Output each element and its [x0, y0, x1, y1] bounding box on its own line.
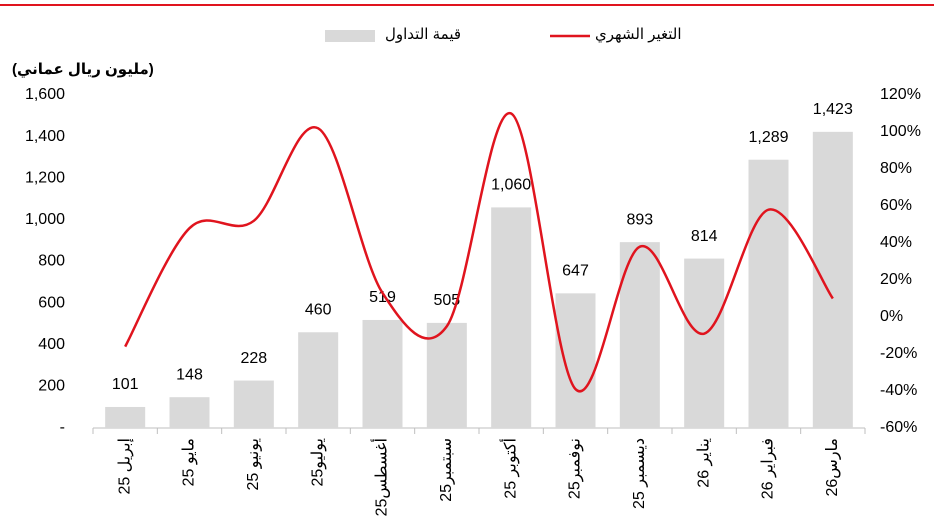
x-tick-label: فبراير 26 [760, 438, 778, 499]
legend-label: التغير الشهري [595, 26, 682, 44]
data-label: 505 [433, 292, 460, 309]
data-label: 647 [562, 263, 589, 280]
bar [748, 159, 789, 428]
x-tick-label: أكتوبر 25 [499, 438, 520, 499]
y-tick-label: 800 [38, 253, 65, 270]
x-tick-label: مارس26 [824, 438, 842, 497]
y2-tick-label: 100% [880, 123, 921, 140]
x-tick-label: مايو 25 [181, 438, 199, 486]
data-label: 148 [176, 366, 203, 383]
bar [555, 293, 596, 428]
data-label: 1,423 [813, 101, 853, 118]
y-tick-label: 1,200 [25, 169, 65, 186]
y2-tick-label: 40% [880, 234, 912, 251]
data-label: 1,289 [748, 129, 788, 146]
x-tick-label: ديسمبر 25 [631, 438, 649, 509]
line [124, 112, 834, 393]
data-label: 101 [112, 376, 139, 393]
y-tick-label: 400 [38, 336, 65, 353]
data-label: 814 [691, 228, 718, 245]
bar [169, 397, 210, 428]
bar [426, 322, 467, 428]
bar [362, 319, 403, 428]
y2-tick-label: 20% [880, 271, 912, 288]
data-label: 228 [240, 350, 267, 367]
data-label: 460 [305, 301, 332, 318]
data-label: 1,060 [491, 177, 531, 194]
bar [491, 207, 532, 428]
x-tick-label: نوفمبر25 [567, 438, 585, 499]
y-tick-label: 200 [38, 378, 65, 395]
legend-swatch [325, 30, 375, 42]
bar [298, 332, 339, 428]
y2-tick-label: 60% [880, 197, 912, 214]
y2-tick-label: 80% [880, 160, 912, 177]
y-tick-label: 1,600 [25, 86, 65, 103]
x-tick-label: يوليو25 [309, 438, 327, 486]
y-tick-label: 1,000 [25, 211, 65, 228]
x-tick-label: يونيو 25 [245, 438, 263, 491]
y2-tick-label: -60% [880, 419, 917, 436]
y2-tick-label: -20% [880, 345, 917, 362]
data-label: 893 [626, 211, 653, 228]
x-tick-label: أغسطس25 [371, 438, 392, 516]
x-tick-label: إبريل 25 [116, 438, 134, 495]
bar [684, 258, 725, 428]
y-tick-label: 1,400 [25, 128, 65, 145]
bar [233, 380, 274, 428]
y-tick-label: 600 [38, 294, 65, 311]
y2-tick-label: 120% [880, 86, 921, 103]
y2-tick-label: 0% [880, 308, 903, 325]
y-tick-label: - [60, 419, 65, 436]
x-tick-label: سبتمبر25 [438, 438, 456, 502]
bar [105, 406, 146, 428]
bar [812, 131, 853, 428]
y-axis-label: (مليون ريال عماني) [12, 61, 154, 78]
y2-tick-label: -40% [880, 382, 917, 399]
legend-label: قيمة التداول [385, 26, 461, 43]
x-tick-label: يناير 26 [695, 438, 713, 488]
bar [619, 242, 660, 428]
